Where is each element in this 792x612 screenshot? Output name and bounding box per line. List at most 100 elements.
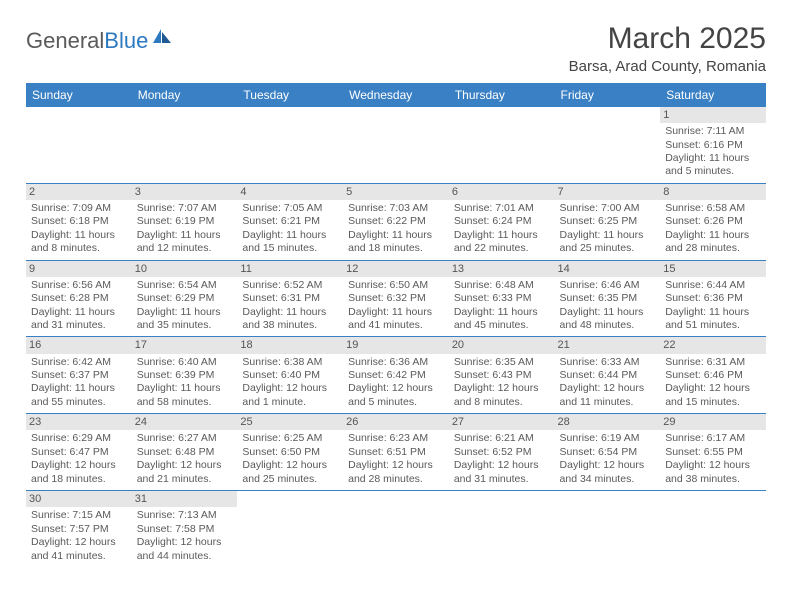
sunset-text: Sunset: 6:50 PM (242, 446, 338, 459)
sunrise-text: Sunrise: 6:29 AM (31, 432, 127, 445)
day-number: 30 (26, 491, 132, 507)
calendar-cell: 31Sunrise: 7:13 AMSunset: 7:58 PMDayligh… (132, 491, 238, 567)
day-number: 6 (449, 184, 555, 200)
calendar-cell: 8Sunrise: 6:58 AMSunset: 6:26 PMDaylight… (660, 183, 766, 260)
day-number: 26 (343, 414, 449, 430)
calendar-cell: 14Sunrise: 6:46 AMSunset: 6:35 PMDayligh… (555, 260, 661, 337)
day-number: 3 (132, 184, 238, 200)
empty-day (132, 107, 238, 123)
sunset-text: Sunset: 6:44 PM (560, 369, 656, 382)
daylight-text: Daylight: 11 hours and 51 minutes. (665, 306, 761, 333)
calendar-cell: 13Sunrise: 6:48 AMSunset: 6:33 PMDayligh… (449, 260, 555, 337)
daylight-text: Daylight: 11 hours and 12 minutes. (137, 229, 233, 256)
sunset-text: Sunset: 6:54 PM (560, 446, 656, 459)
sunset-text: Sunset: 6:37 PM (31, 369, 127, 382)
empty-day (343, 491, 449, 507)
daylight-text: Daylight: 12 hours and 18 minutes. (31, 459, 127, 486)
sunset-text: Sunset: 6:16 PM (665, 139, 761, 152)
calendar-cell: 17Sunrise: 6:40 AMSunset: 6:39 PMDayligh… (132, 337, 238, 414)
day-details: Sunrise: 7:03 AMSunset: 6:22 PMDaylight:… (347, 202, 445, 256)
sunrise-text: Sunrise: 7:11 AM (665, 125, 761, 138)
daylight-text: Daylight: 12 hours and 5 minutes. (348, 382, 444, 409)
empty-day (343, 107, 449, 123)
day-details: Sunrise: 6:21 AMSunset: 6:52 PMDaylight:… (453, 432, 551, 486)
sunset-text: Sunset: 6:26 PM (665, 215, 761, 228)
day-number: 23 (26, 414, 132, 430)
empty-day (555, 107, 661, 123)
daylight-text: Daylight: 11 hours and 38 minutes. (242, 306, 338, 333)
weekday-header: Sunday (26, 83, 132, 107)
sunrise-text: Sunrise: 6:42 AM (31, 356, 127, 369)
sunset-text: Sunset: 6:35 PM (560, 292, 656, 305)
location: Barsa, Arad County, Romania (569, 58, 766, 75)
sunrise-text: Sunrise: 6:33 AM (560, 356, 656, 369)
sunset-text: Sunset: 7:58 PM (137, 523, 233, 536)
day-details: Sunrise: 7:00 AMSunset: 6:25 PMDaylight:… (559, 202, 657, 256)
daylight-text: Daylight: 12 hours and 15 minutes. (665, 382, 761, 409)
daylight-text: Daylight: 11 hours and 28 minutes. (665, 229, 761, 256)
sunset-text: Sunset: 6:28 PM (31, 292, 127, 305)
day-number: 4 (237, 184, 343, 200)
sunset-text: Sunset: 6:42 PM (348, 369, 444, 382)
empty-day (555, 491, 661, 507)
day-details: Sunrise: 6:50 AMSunset: 6:32 PMDaylight:… (347, 279, 445, 333)
day-number: 5 (343, 184, 449, 200)
calendar-cell: 29Sunrise: 6:17 AMSunset: 6:55 PMDayligh… (660, 414, 766, 491)
sunrise-text: Sunrise: 6:52 AM (242, 279, 338, 292)
sunrise-text: Sunrise: 7:05 AM (242, 202, 338, 215)
day-details: Sunrise: 6:36 AMSunset: 6:42 PMDaylight:… (347, 356, 445, 410)
sunrise-text: Sunrise: 6:44 AM (665, 279, 761, 292)
day-details: Sunrise: 6:42 AMSunset: 6:37 PMDaylight:… (30, 356, 128, 410)
day-details: Sunrise: 6:48 AMSunset: 6:33 PMDaylight:… (453, 279, 551, 333)
day-details: Sunrise: 6:25 AMSunset: 6:50 PMDaylight:… (241, 432, 339, 486)
day-number: 10 (132, 261, 238, 277)
sunrise-text: Sunrise: 6:50 AM (348, 279, 444, 292)
daylight-text: Daylight: 11 hours and 18 minutes. (348, 229, 444, 256)
sunrise-text: Sunrise: 7:09 AM (31, 202, 127, 215)
calendar-cell: 28Sunrise: 6:19 AMSunset: 6:54 PMDayligh… (555, 414, 661, 491)
sunset-text: Sunset: 6:36 PM (665, 292, 761, 305)
sunrise-text: Sunrise: 6:31 AM (665, 356, 761, 369)
day-number: 18 (237, 337, 343, 353)
calendar-row: 9 Sunrise: 6:56 AMSunset: 6:28 PMDaylight… (26, 260, 766, 337)
day-details: Sunrise: 6:29 AMSunset: 6:47 PMDaylight:… (30, 432, 128, 486)
calendar-cell (26, 107, 132, 183)
calendar-cell: 1Sunrise: 7:11 AMSunset: 6:16 PMDaylight… (660, 107, 766, 183)
calendar-cell: 26 Sunrise: 6:23 AMSunset: 6:51 PMDayligh… (343, 414, 449, 491)
daylight-text: Daylight: 12 hours and 8 minutes. (454, 382, 550, 409)
sunrise-text: Sunrise: 7:15 AM (31, 509, 127, 522)
day-number: 24 (132, 414, 238, 430)
sunrise-text: Sunrise: 6:27 AM (137, 432, 233, 445)
sunset-text: Sunset: 6:40 PM (242, 369, 338, 382)
daylight-text: Daylight: 12 hours and 31 minutes. (454, 459, 550, 486)
sunset-text: Sunset: 6:43 PM (454, 369, 550, 382)
calendar-cell: 11Sunrise: 6:52 AMSunset: 6:31 PMDayligh… (237, 260, 343, 337)
day-number: 25 (237, 414, 343, 430)
day-details: Sunrise: 6:23 AMSunset: 6:51 PMDaylight:… (347, 432, 445, 486)
sunrise-text: Sunrise: 7:13 AM (137, 509, 233, 522)
day-details: Sunrise: 7:01 AMSunset: 6:24 PMDaylight:… (453, 202, 551, 256)
day-details: Sunrise: 6:31 AMSunset: 6:46 PMDaylight:… (664, 356, 762, 410)
day-details: Sunrise: 6:56 AMSunset: 6:28 PMDaylight:… (30, 279, 128, 333)
daylight-text: Daylight: 11 hours and 5 minutes. (665, 152, 761, 179)
daylight-text: Daylight: 12 hours and 38 minutes. (665, 459, 761, 486)
daylight-text: Daylight: 11 hours and 55 minutes. (31, 382, 127, 409)
empty-day (26, 107, 132, 123)
sunrise-text: Sunrise: 7:00 AM (560, 202, 656, 215)
sunrise-text: Sunrise: 6:21 AM (454, 432, 550, 445)
sunrise-text: Sunrise: 6:38 AM (242, 356, 338, 369)
calendar-cell (343, 491, 449, 567)
calendar-cell: 6 Sunrise: 7:01 AMSunset: 6:24 PMDaylight… (449, 183, 555, 260)
calendar-cell: 3Sunrise: 7:07 AMSunset: 6:19 PMDaylight… (132, 183, 238, 260)
daylight-text: Daylight: 12 hours and 11 minutes. (560, 382, 656, 409)
weekday-header: Monday (132, 83, 238, 107)
calendar-cell: 21Sunrise: 6:33 AMSunset: 6:44 PMDayligh… (555, 337, 661, 414)
day-number: 7 (555, 184, 661, 200)
day-details: Sunrise: 7:05 AMSunset: 6:21 PMDaylight:… (241, 202, 339, 256)
calendar-cell: 5 Sunrise: 7:03 AMSunset: 6:22 PMDaylight… (343, 183, 449, 260)
day-number: 9 (26, 261, 132, 277)
sunset-text: Sunset: 6:39 PM (137, 369, 233, 382)
sunrise-text: Sunrise: 7:07 AM (137, 202, 233, 215)
logo-text-blue: Blue (104, 28, 148, 54)
calendar-cell (555, 491, 661, 567)
